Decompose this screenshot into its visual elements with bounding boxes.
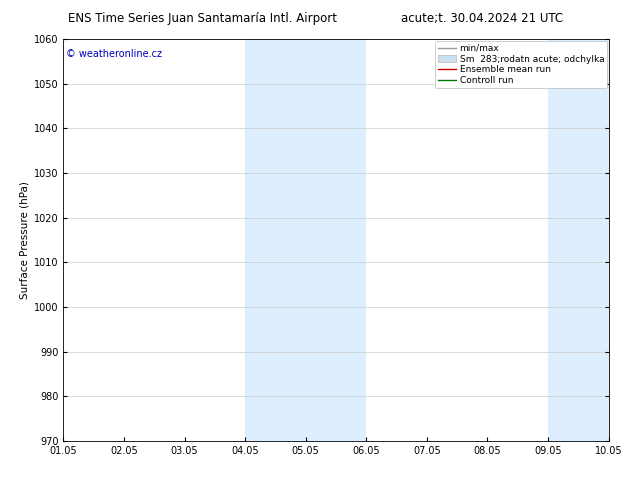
Text: © weatheronline.cz: © weatheronline.cz <box>66 49 162 59</box>
Bar <box>548 39 634 441</box>
Text: acute;t. 30.04.2024 21 UTC: acute;t. 30.04.2024 21 UTC <box>401 12 563 25</box>
Legend: min/max, Sm  283;rodatn acute; odchylka, Ensemble mean run, Controll run: min/max, Sm 283;rodatn acute; odchylka, … <box>435 41 607 88</box>
Text: ENS Time Series Juan Santamaría Intl. Airport: ENS Time Series Juan Santamaría Intl. Ai… <box>68 12 337 25</box>
Bar <box>245 39 366 441</box>
Y-axis label: Surface Pressure (hPa): Surface Pressure (hPa) <box>20 181 30 299</box>
